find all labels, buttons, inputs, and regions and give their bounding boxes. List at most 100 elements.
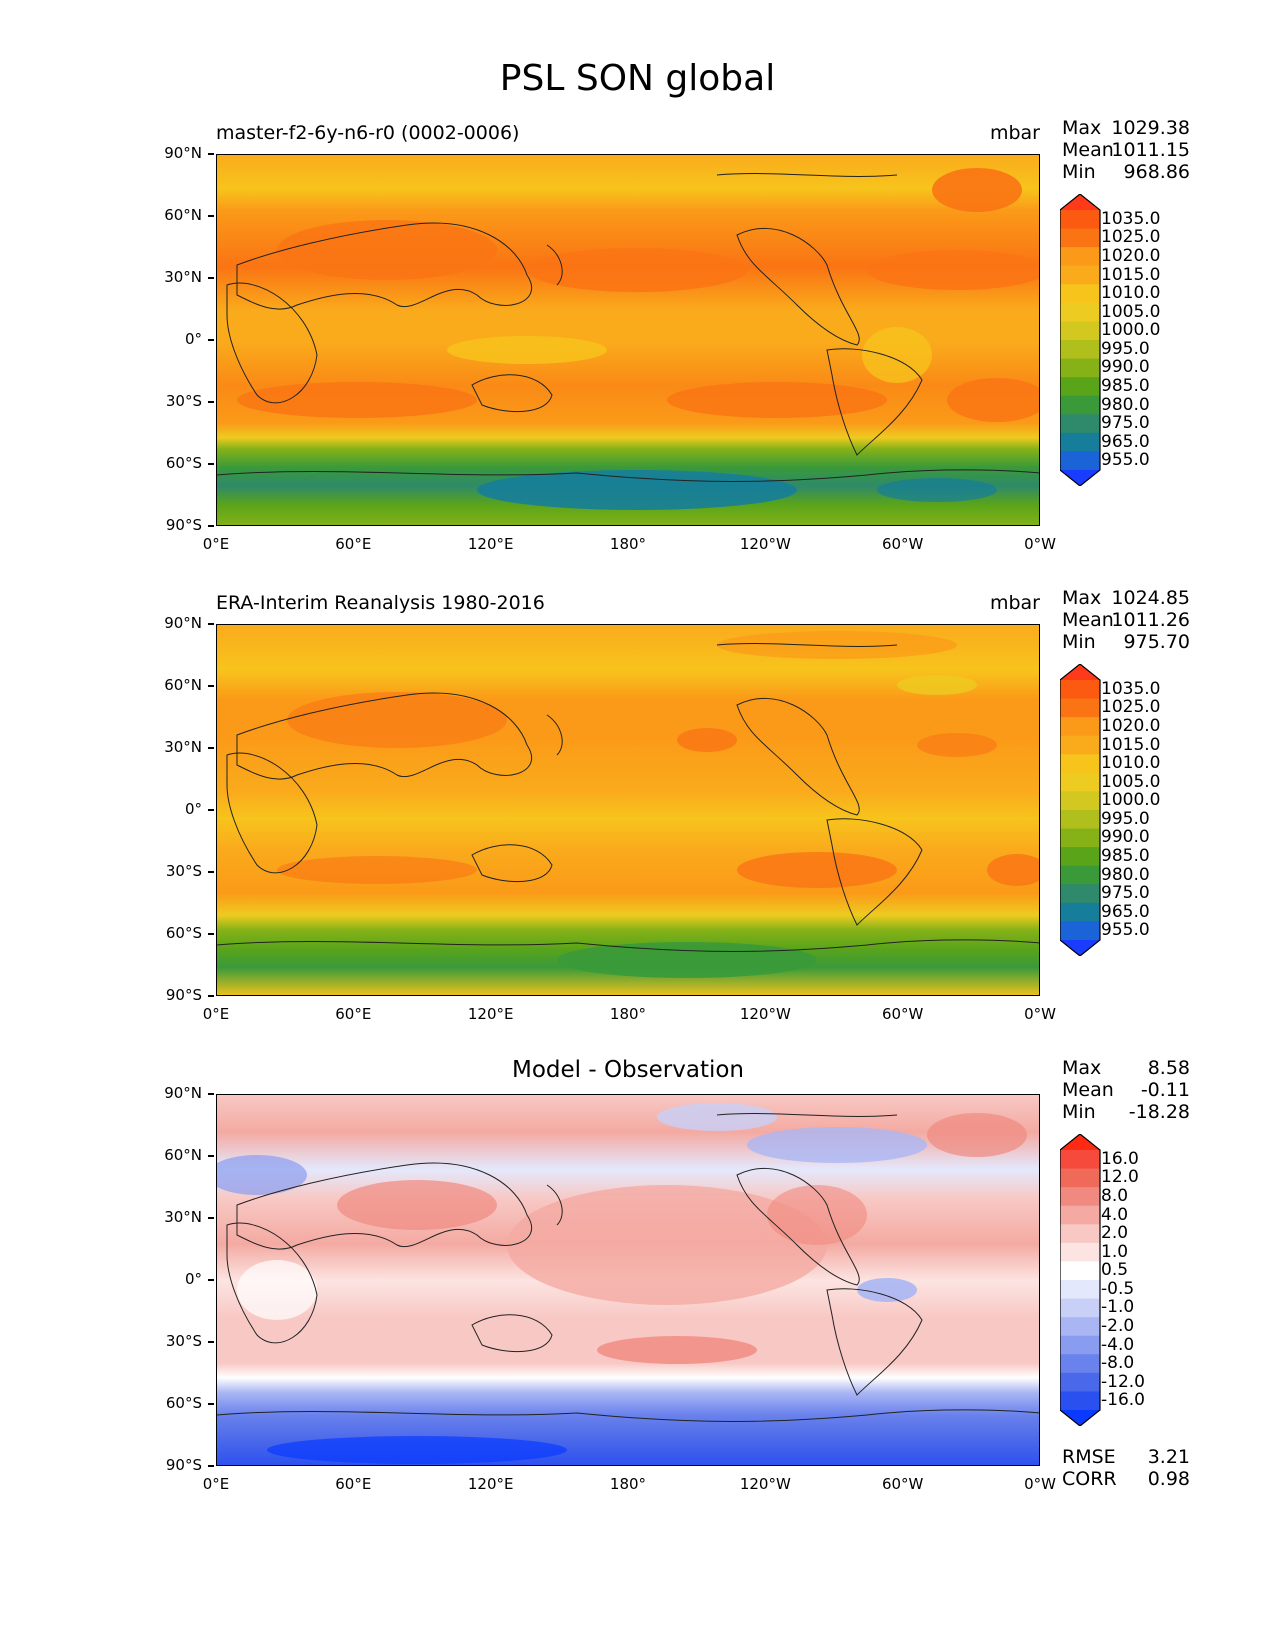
figure-title: PSL SON global [499,58,776,99]
x-tick-label: 120°W [739,1005,791,1023]
x-tick-label: 0°W [1024,1005,1056,1023]
colorbar-level-label: 980.0 [1101,864,1150,885]
colorbar-swatch [1060,847,1100,867]
colorbar-swatch [1060,377,1100,397]
stat-value: 8.58 [1147,1057,1190,1079]
stats-box: Max 1024.85 Mean 1011.26 Min 975.70 [1062,587,1190,653]
colorbar-difference [1059,1133,1104,1427]
colorbar-level-label: 995.0 [1101,338,1150,359]
colorbar-swatch [1060,791,1100,811]
colorbar-swatch [1060,1205,1100,1225]
colorbar-level-label: -12.0 [1101,1371,1145,1392]
colorbar-swatch [1060,1372,1100,1392]
panel-title-left: ERA-Interim Reanalysis 1980-2016 [216,592,545,614]
x-tick-label: 0°E [202,535,230,553]
rmse-value: 3.21 [1147,1446,1190,1468]
x-tick-label: 180° [609,535,647,553]
x-tick-label: 60°E [335,1005,372,1023]
colorbar-swatch [1060,754,1100,774]
colorbar-level-label: 955.0 [1101,450,1150,471]
colorbar-svg [1059,1133,1101,1427]
colorbar-level-label: 1000.0 [1101,320,1161,341]
y-tick-label: 30°N [150,268,214,286]
colorbar-swatch [1060,451,1100,471]
x-tick-label: 60°W [881,1005,924,1023]
colorbar-level-label: 1020.0 [1101,715,1161,736]
corr-label: CORR [1062,1468,1117,1490]
corr-value: 0.98 [1147,1468,1190,1490]
colorbar-swatch [1060,414,1100,434]
colorbar-level-label: 1020.0 [1101,245,1161,266]
y-tick-label: 60°S [150,1394,214,1412]
x-tick-label: 180° [609,1475,647,1493]
map-plot-model [216,154,1040,526]
units-label: mbar [989,122,1040,144]
colorbar-level-label: 975.0 [1101,883,1150,904]
stat-value: 1011.15 [1111,139,1190,161]
x-tick-label: 0°W [1024,535,1056,553]
colorbar-swatch [1060,680,1100,700]
stat-label: Mean [1062,1079,1114,1101]
y-tick-label: 30°S [150,392,214,410]
stats-box: Max 1029.38 Mean 1011.15 Min 968.86 [1062,117,1190,183]
colorbar-level-label: 4.0 [1101,1204,1129,1225]
colorbar-extend-bottom [1060,940,1100,956]
colorbar-extend-top [1060,664,1100,680]
colorbar-level-label: 12.0 [1101,1167,1139,1188]
y-tick-label: 30°N [150,1208,214,1226]
colorbar-level-label: 1015.0 [1101,734,1161,755]
colorbar-level-label: 1035.0 [1101,678,1161,699]
stat-value: 1024.85 [1111,587,1190,609]
y-tick-label: 60°N [150,676,214,694]
colorbar-level-label: 1025.0 [1101,697,1161,718]
y-tick-label: 60°S [150,924,214,942]
y-tick-label: 60°S [150,454,214,472]
colorbar-swatch [1060,698,1100,718]
panel-model: master-f2-6y-n6-r0 (0002-0006) mbar Max 1… [0,110,1275,570]
colorbar-swatch [1060,228,1100,248]
y-tick-label: 90°N [150,614,214,632]
colorbar-level-label: -1.0 [1101,1297,1135,1318]
colorbar-swatch [1060,884,1100,904]
colorbar-swatch [1060,772,1100,792]
colorbar-level-label: 1005.0 [1101,301,1161,322]
x-tick-label: 0°E [202,1005,230,1023]
x-tick-label: 120°W [739,535,791,553]
skill-scores: RMSE 3.21 CORR 0.98 [1062,1446,1190,1490]
colorbar-swatch [1060,1168,1100,1188]
x-tick-label: 60°W [881,1475,924,1493]
x-tick-label: 60°E [335,1475,372,1493]
colorbar-level-label: 965.0 [1101,901,1150,922]
colorbar-swatch [1060,1280,1100,1300]
colorbar-level-label: -16.0 [1101,1390,1145,1411]
colorbar-swatch [1060,735,1100,755]
psl-field-model [217,155,1039,525]
colorbar-swatch [1060,1317,1100,1337]
stat-label: Min [1062,161,1096,183]
colorbar-swatch [1060,210,1100,230]
colorbar-swatch [1060,265,1100,285]
panel-observation: ERA-Interim Reanalysis 1980-2016 mbar Ma… [0,580,1275,1040]
y-tick-label: 60°N [150,1146,214,1164]
colorbar-level-label: 1015.0 [1101,264,1161,285]
x-tick-label: 120°E [467,1005,514,1023]
colorbar-level-label: 1010.0 [1101,283,1161,304]
y-tick-label: 0° [150,330,214,348]
x-tick-label: 0°E [202,1475,230,1493]
stat-label: Max [1062,1057,1102,1079]
y-tick-label: 90°S [150,986,214,1004]
colorbar-level-label: 1000.0 [1101,790,1161,811]
colorbar-level-label: 990.0 [1101,357,1150,378]
x-tick-label: 120°E [467,535,514,553]
colorbar-level-label: 985.0 [1101,375,1150,396]
colorbar-swatch [1060,921,1100,941]
colorbar-swatch [1060,1391,1100,1411]
colorbar-outline [1059,663,1101,957]
x-tick-label: 60°E [335,535,372,553]
colorbar-level-label: -2.0 [1101,1315,1135,1336]
y-tick-label: 30°N [150,738,214,756]
colorbar-level-label: -4.0 [1101,1334,1135,1355]
x-tick-label: 120°W [739,1475,791,1493]
stat-value: 1029.38 [1111,117,1190,139]
colorbar-swatch [1060,1261,1100,1281]
